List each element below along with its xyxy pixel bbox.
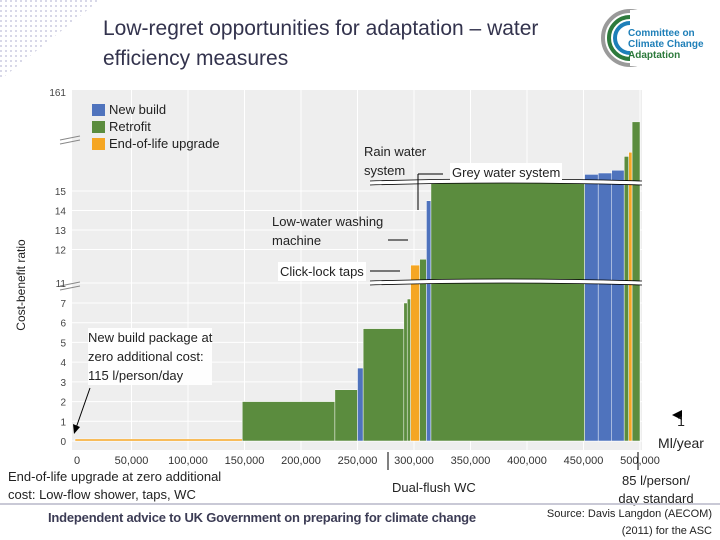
annotation-click-lock: Click-lock taps: [278, 262, 366, 281]
annotation-standard-line1: 85 l/person/: [622, 473, 690, 488]
one-ml-line2: Ml/year: [658, 435, 704, 451]
logo-line2: Climate Change: [628, 39, 704, 50]
annotation-rain-water: Rain water system: [364, 144, 427, 178]
bar-10: [430, 181, 585, 442]
annotation-end-of-life: End-of-life upgrade at zero additional c…: [8, 468, 221, 504]
y-tick-1: 1: [60, 417, 66, 428]
break-lower-line-b: [369, 282, 643, 286]
x-axis-unit-label: 1 Ml/year: [646, 410, 716, 454]
source-note: Source: Davis Langdon (AECOM) (2011) for…: [508, 506, 712, 540]
y-tick-11: 11: [56, 279, 67, 290]
one-ml-line1: 1: [677, 413, 685, 429]
one-ml-arrow: [672, 410, 682, 420]
corner-grid-decoration: [0, 0, 100, 80]
bar-1: [241, 401, 336, 442]
logo-line1: Committee on: [628, 28, 695, 39]
x-tick-10: 500,000: [620, 455, 660, 467]
break-lower-line-a: [369, 278, 643, 282]
annotation-new-build-line2: zero additional cost:: [88, 349, 204, 364]
logo-text: Committee on Climate Change Adaptation: [628, 28, 704, 61]
y-tick-3: 3: [60, 378, 66, 389]
legend-item-retrofit: Retrofit: [92, 118, 220, 135]
legend-swatch-end-of-life: [92, 137, 105, 150]
bar-14: [623, 156, 629, 442]
annotation-low-water: Low-water washing machine: [272, 214, 384, 248]
y-tick-4: 4: [60, 358, 66, 369]
y-break-upper: [59, 135, 81, 145]
legend-label-new-build: New build: [109, 102, 167, 117]
y-tick-6: 6: [60, 319, 66, 330]
bar-12: [597, 172, 613, 442]
annotation-85-standard: 85 l/person/ day standard: [604, 472, 708, 508]
x-tick-2: 100,000: [168, 455, 208, 467]
bar-7: [410, 264, 420, 442]
break-upper-line-b: [369, 182, 643, 186]
legend-label-retrofit: Retrofit: [109, 119, 151, 134]
footer-text: Independent advice to UK Government on p…: [48, 510, 476, 525]
bar-4: [362, 328, 405, 442]
newbuild-leader: [75, 387, 91, 429]
y-tick-7: 7: [60, 299, 66, 310]
x-tick-1: 50,000: [115, 455, 149, 467]
bar-6: [406, 298, 411, 442]
cca-logo-icon: [601, 9, 710, 67]
annotation-end-of-life-line2: cost: Low-flow shower, taps, WC: [8, 487, 196, 502]
bar-11: [584, 174, 599, 442]
legend-item-end-of-life: End-of-life upgrade: [92, 135, 220, 152]
x-tick-4: 200,000: [281, 455, 321, 467]
x-tick-9: 450,000: [564, 455, 604, 467]
annotation-end-of-life-line1: End-of-life upgrade at zero additional: [8, 469, 222, 484]
y-tick-161: 161: [49, 88, 66, 99]
footer-divider: [0, 503, 720, 505]
bars-group: [74, 121, 641, 442]
legend-swatch-new-build: [92, 103, 105, 116]
bar-2: [334, 389, 358, 442]
annotation-new-build-line3: 115 l/person/day: [88, 368, 184, 383]
y-tick-12: 12: [55, 246, 67, 257]
x-tick-0: 0: [74, 455, 80, 467]
logo-line3: Adaptation: [628, 50, 681, 61]
x-tick-labels: 0 50,000 100,000 150,000 200,000 250,000 300,0…: [74, 455, 660, 467]
bar-5: [403, 302, 408, 442]
bar-15: [628, 152, 633, 442]
newbuild-arrow: [73, 424, 80, 434]
x-tick-6: 300,000: [394, 455, 434, 467]
y-tick-15: 15: [55, 187, 67, 198]
annotation-leaders: [73, 173, 682, 470]
annotation-new-build-line1: New build package at: [88, 330, 213, 345]
source-line1: Source: Davis Langdon (AECOM): [546, 508, 712, 520]
break-lower-band: [369, 279, 643, 285]
y-break-lower: [59, 281, 81, 291]
y-tick-5: 5: [60, 338, 66, 349]
y-tick-2: 2: [60, 398, 66, 409]
legend-swatch-retrofit: [92, 120, 105, 133]
y-tick-13: 13: [55, 226, 67, 237]
legend-item-new-build: New build: [92, 101, 220, 118]
bar-8: [419, 259, 427, 442]
y-tick-14: 14: [55, 207, 67, 218]
annotation-new-build-package: New build package at zero additional cos…: [88, 328, 213, 385]
x-tick-8: 400,000: [507, 455, 547, 467]
annotation-grey-water: Grey water system: [450, 163, 563, 182]
page-title: Low-regret opportunities for adaptation …: [103, 17, 539, 70]
source-line2: (2011) for the ASC: [621, 525, 712, 537]
annotation-dual-flush: Dual-flush WC: [392, 480, 476, 495]
y-tick-0: 0: [60, 437, 66, 448]
bar-0: [74, 438, 243, 442]
legend-label-end-of-life: End-of-life upgrade: [109, 136, 220, 151]
bar-13: [611, 170, 625, 442]
annotation-standard-line2: day standard: [618, 491, 694, 506]
bar-9: [426, 200, 432, 442]
legend: New build Retrofit End-of-life upgrade: [92, 101, 220, 152]
x-tick-7: 350,000: [451, 455, 491, 467]
bar-3: [357, 367, 364, 442]
x-tick-5: 250,000: [338, 455, 378, 467]
x-tick-3: 150,000: [225, 455, 265, 467]
